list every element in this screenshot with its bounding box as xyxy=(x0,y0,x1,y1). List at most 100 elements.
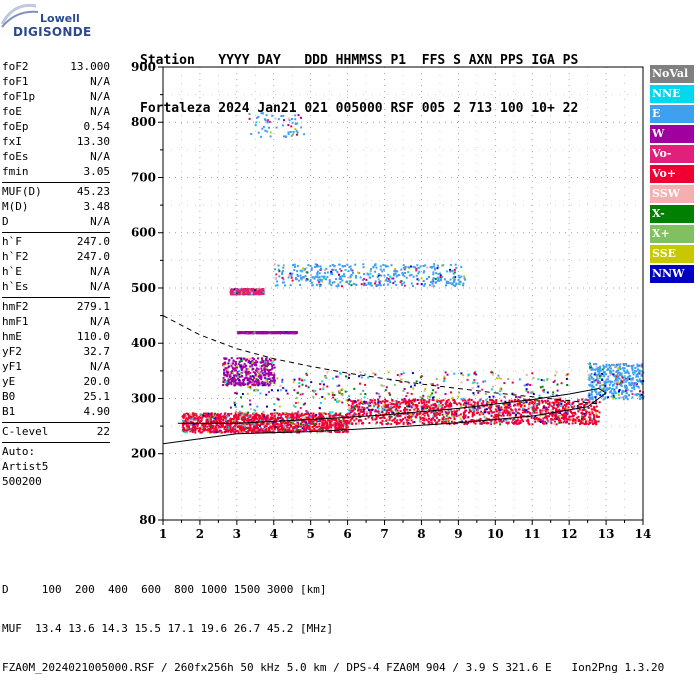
echo-point xyxy=(263,293,265,295)
echo-point xyxy=(558,397,560,399)
echo-point xyxy=(182,415,184,417)
echo-point xyxy=(285,426,287,428)
echo-point xyxy=(431,418,433,420)
echo-point xyxy=(227,424,229,426)
echo-point xyxy=(365,418,367,420)
echo-point xyxy=(238,418,240,420)
echo-point xyxy=(457,396,459,398)
echo-point xyxy=(261,423,263,425)
echo-point xyxy=(308,428,310,430)
echo-point xyxy=(250,408,252,410)
echo-point xyxy=(542,401,544,403)
echo-point xyxy=(427,396,429,398)
echo-point xyxy=(219,430,221,432)
echo-point xyxy=(292,414,294,416)
echo-point xyxy=(253,381,255,383)
echo-point xyxy=(477,401,479,403)
echo-point xyxy=(324,427,326,429)
echo-point xyxy=(327,419,329,421)
echo-point xyxy=(232,363,234,365)
echo-point xyxy=(358,414,360,416)
echo-point xyxy=(261,359,263,361)
echo-point xyxy=(570,416,572,418)
echo-point xyxy=(534,421,536,423)
echo-point xyxy=(554,374,556,376)
echo-point xyxy=(304,427,306,429)
echo-point xyxy=(367,407,369,409)
echo-point xyxy=(500,378,502,380)
echo-point xyxy=(234,384,236,386)
echo-point xyxy=(382,420,384,422)
echo-point xyxy=(249,429,251,431)
echo-point xyxy=(254,291,256,293)
echo-point xyxy=(207,421,209,423)
echo-point xyxy=(540,386,542,388)
echo-point xyxy=(209,415,211,417)
echo-point xyxy=(513,405,515,407)
echo-point xyxy=(595,412,597,414)
echo-point xyxy=(269,369,271,371)
echo-point xyxy=(599,401,601,403)
echo-point xyxy=(228,379,230,381)
echo-point xyxy=(547,378,549,380)
echo-point xyxy=(403,423,405,425)
echo-point xyxy=(329,422,331,424)
echo-point xyxy=(275,426,277,428)
echo-point xyxy=(195,419,197,421)
echo-point xyxy=(465,410,467,412)
echo-point xyxy=(223,377,225,379)
echo-point xyxy=(533,404,535,406)
echo-point xyxy=(230,413,232,415)
echo-point xyxy=(259,293,261,295)
echo-point xyxy=(322,412,324,414)
echo-point xyxy=(219,414,221,416)
echo-point xyxy=(281,379,283,381)
echo-point xyxy=(584,399,586,401)
echo-point xyxy=(345,420,347,422)
echo-point xyxy=(408,417,410,419)
echo-point xyxy=(216,430,218,432)
echo-point xyxy=(251,292,253,294)
echo-point xyxy=(359,403,361,405)
echo-point xyxy=(238,374,240,376)
echo-point xyxy=(381,411,383,413)
echo-point xyxy=(332,392,334,394)
echo-point xyxy=(360,411,362,413)
echo-point xyxy=(362,422,364,424)
echo-point xyxy=(473,379,475,381)
echo-point xyxy=(522,408,524,410)
echo-point xyxy=(252,379,254,381)
echo-point xyxy=(438,404,440,406)
echo-point xyxy=(210,431,212,433)
echo-point xyxy=(489,396,491,398)
echo-point xyxy=(434,407,436,409)
echo-point xyxy=(493,411,495,413)
echo-point xyxy=(409,423,411,425)
echo-point xyxy=(385,406,387,408)
echo-point xyxy=(480,411,482,413)
echo-point xyxy=(432,389,434,391)
echo-point xyxy=(226,426,228,428)
echo-point xyxy=(420,396,422,398)
echo-point xyxy=(395,407,397,409)
echo-point xyxy=(287,423,289,425)
echo-point xyxy=(388,371,390,373)
echo-point xyxy=(491,388,493,390)
echo-point xyxy=(411,393,413,395)
echo-point xyxy=(236,365,238,367)
echo-point xyxy=(420,376,422,378)
echo-point xyxy=(274,428,276,430)
echo-point xyxy=(300,394,302,396)
echo-point xyxy=(561,400,563,402)
echo-point xyxy=(420,421,422,423)
echo-point xyxy=(499,388,501,390)
echo-point xyxy=(228,360,230,362)
echo-point xyxy=(593,407,595,409)
echo-point xyxy=(345,391,347,393)
echo-point xyxy=(308,425,310,427)
echo-point xyxy=(237,426,239,428)
echo-point xyxy=(286,430,288,432)
echo-point xyxy=(261,429,263,431)
echo-point xyxy=(308,386,310,388)
echo-point xyxy=(252,428,254,430)
